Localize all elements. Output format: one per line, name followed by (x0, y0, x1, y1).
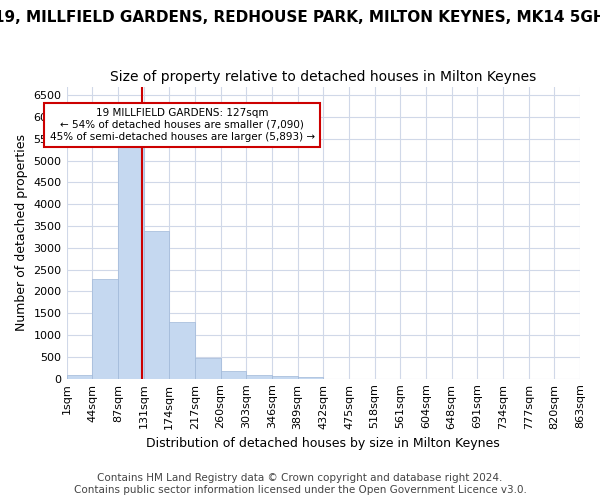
Bar (143, 232, 169, 378)
X-axis label: Distribution of detached houses by size in Milton Keynes: Distribution of detached houses by size … (146, 437, 500, 450)
Bar (272, 376, 298, 378)
Bar (118, 142, 143, 378)
Text: Contains HM Land Registry data © Crown copyright and database right 2024.
Contai: Contains HM Land Registry data © Crown c… (74, 474, 526, 495)
Bar (67, 376, 92, 378)
Bar (246, 375, 272, 378)
Y-axis label: Number of detached properties: Number of detached properties (15, 134, 28, 331)
Bar (298, 377, 323, 378)
Text: 19 MILLFIELD GARDENS: 127sqm
← 54% of detached houses are smaller (7,090)
45% of: 19 MILLFIELD GARDENS: 127sqm ← 54% of de… (50, 108, 314, 142)
Bar (195, 358, 221, 378)
Text: 19, MILLFIELD GARDENS, REDHOUSE PARK, MILTON KEYNES, MK14 5GH: 19, MILLFIELD GARDENS, REDHOUSE PARK, MI… (0, 10, 600, 25)
Bar (92, 280, 118, 378)
Bar (221, 372, 246, 378)
Bar (169, 322, 195, 378)
Title: Size of property relative to detached houses in Milton Keynes: Size of property relative to detached ho… (110, 70, 536, 84)
